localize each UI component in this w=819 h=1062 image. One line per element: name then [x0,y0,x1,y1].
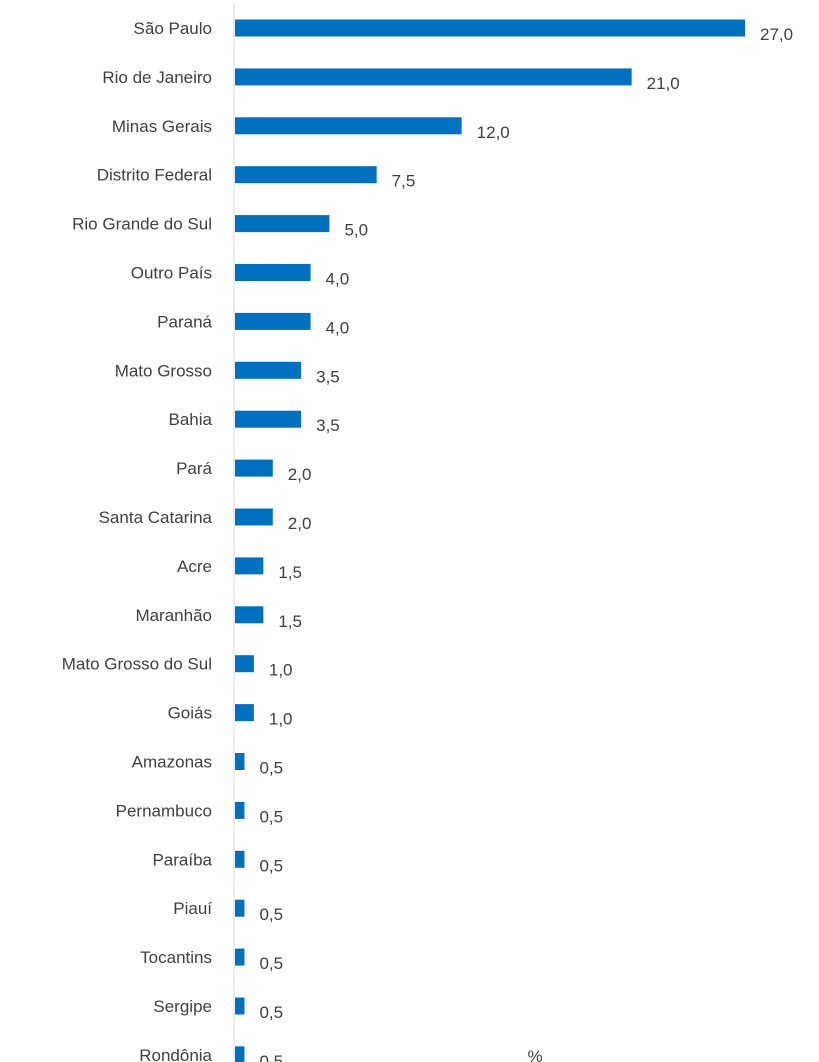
category-label: Goiás [168,704,212,723]
category-label: Rio Grande do Sul [72,215,212,234]
bar [235,68,632,86]
value-label: 12,0 [477,123,510,142]
value-label: 0,5 [259,807,283,826]
bars-group [235,19,745,1062]
category-label: Maranhão [135,606,212,625]
category-label: Piauí [173,899,212,918]
bar [235,19,745,37]
bar [235,606,264,624]
category-label: Acre [177,557,212,576]
value-label: 2,0 [288,465,312,484]
bar [235,801,245,819]
category-label: Sergipe [153,997,212,1016]
value-label: 1,5 [278,563,302,582]
bar [235,264,311,281]
category-label: Minas Gerais [112,117,212,136]
bar [235,117,462,135]
bar [235,557,264,575]
bar [235,410,302,428]
value-label: 0,5 [259,759,283,778]
value-label: 3,5 [316,367,340,386]
category-label: Bahia [169,410,213,429]
value-label: 0,5 [259,856,283,875]
bar [235,997,245,1015]
value-label: 1,5 [278,612,302,631]
value-label: 0,5 [259,1052,283,1062]
value-label: 27,0 [760,25,793,44]
bar [235,1046,245,1062]
value-label: 0,5 [259,954,283,973]
bar [235,312,311,330]
category-label: Distrito Federal [97,166,212,185]
bar [235,215,330,233]
value-label: 0,5 [259,1003,283,1022]
category-label: Pernambuco [116,801,212,820]
category-label: São Paulo [134,19,212,38]
category-label: Outro País [131,264,212,283]
category-labels-group: São Paulo Rio de Janeiro Minas Gerais Distr… [62,19,213,1062]
bar [235,361,302,379]
unit-label: % [527,1047,542,1062]
value-label: 3,5 [316,416,340,435]
bar [235,508,273,526]
value-label: 4,0 [326,318,350,337]
bar [235,704,254,722]
category-label: Mato Grosso [115,361,212,380]
category-label: Tocantins [140,948,212,967]
category-label: Rio de Janeiro [102,68,212,87]
bar [235,459,273,477]
bar [235,850,245,868]
value-label: 5,0 [344,221,368,240]
category-label: Santa Catarina [99,508,213,527]
bar [235,899,245,917]
value-label: 7,5 [392,172,416,191]
category-label: Mato Grosso do Sul [62,655,212,674]
value-labels-group: 27,0 21,0 12,0 7,5 5,0 4,0 4,0 3,5 3,5 2,0 2,0 1,5 1… [259,25,793,1062]
value-label: 0,5 [259,905,283,924]
bar [235,655,254,673]
value-label: 4,0 [326,270,350,289]
value-label: 2,0 [288,514,312,533]
bar [235,166,377,184]
category-label: Pará [176,459,212,478]
bar [235,948,245,966]
category-label: Paraíba [152,850,212,869]
category-label: Amazonas [132,753,212,772]
value-label: 1,0 [269,710,293,729]
bar [235,753,245,770]
category-label: Paraná [157,312,212,331]
value-label: 21,0 [647,74,680,93]
category-label: Rondônia [139,1046,212,1062]
value-label: 1,0 [269,661,293,680]
